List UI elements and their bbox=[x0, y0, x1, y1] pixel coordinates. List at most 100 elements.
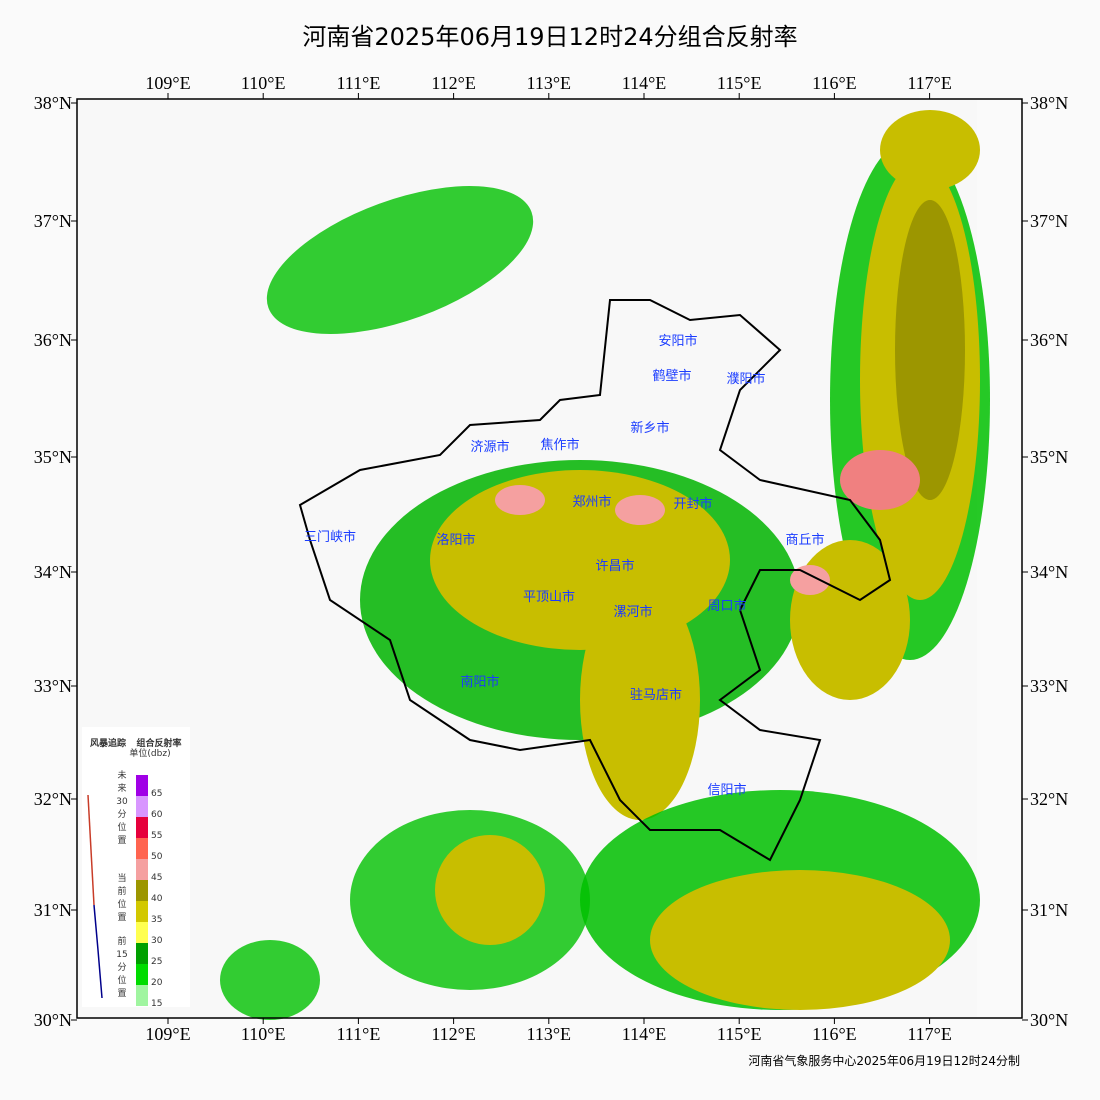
track-label: 置 bbox=[117, 912, 126, 923]
title: 河南省2025年06月19日12时24分组合反射率 bbox=[302, 23, 797, 51]
track-past bbox=[93, 904, 103, 999]
lat-label: 30°N bbox=[34, 1010, 72, 1030]
legend-swatch bbox=[136, 859, 148, 880]
legend-swatch bbox=[136, 943, 148, 964]
lat-label: 37°N bbox=[34, 211, 72, 231]
lon-label: 114°E bbox=[622, 73, 667, 93]
legend-level: 30 bbox=[151, 936, 163, 946]
lon-label: 113°E bbox=[527, 1024, 572, 1044]
track-label: 置 bbox=[117, 835, 126, 846]
legend-level: 25 bbox=[151, 957, 162, 967]
lat-label: 34°N bbox=[34, 562, 72, 582]
legend-level: 45 bbox=[151, 873, 162, 883]
track-label: 前 bbox=[117, 885, 126, 897]
legend: 风暴追踪 组合反射率单位(dbz)未来30分位置当前位置前15分位置6560555… bbox=[82, 727, 190, 1009]
city-label: 洛阳市 bbox=[436, 532, 475, 548]
province-boundary bbox=[298, 299, 892, 862]
legend-swatch bbox=[136, 964, 148, 985]
city-label: 许昌市 bbox=[595, 558, 634, 574]
lon-label: 111°E bbox=[336, 73, 380, 93]
city-label: 开封市 bbox=[673, 496, 712, 512]
city-label: 漯河市 bbox=[613, 604, 652, 620]
city-label: 驻马店市 bbox=[630, 687, 682, 703]
lon-label: 111°E bbox=[336, 1024, 380, 1044]
lat-label: 35°N bbox=[1030, 447, 1068, 467]
legend-level: 50 bbox=[151, 852, 163, 862]
lon-label: 109°E bbox=[145, 1024, 190, 1044]
track-label: 位 bbox=[117, 821, 126, 833]
lat-label: 36°N bbox=[1030, 330, 1068, 350]
footer: 河南省气象服务中心2025年06月19日12时24分制 bbox=[748, 1053, 1020, 1068]
city-label: 南阳市 bbox=[460, 674, 499, 690]
city-label: 鹤壁市 bbox=[652, 368, 691, 384]
track-label: 分 bbox=[117, 962, 126, 973]
track-label: 前 bbox=[117, 935, 126, 947]
lon-label: 116°E bbox=[812, 73, 857, 93]
lat-label: 34°N bbox=[1030, 562, 1068, 582]
legend-level: 55 bbox=[151, 831, 162, 841]
lon-label: 113°E bbox=[527, 73, 572, 93]
lat-label: 38°N bbox=[34, 93, 72, 113]
lon-label: 115°E bbox=[717, 1024, 762, 1044]
legend-swatch bbox=[136, 985, 148, 1006]
city-label: 新乡市 bbox=[630, 420, 669, 436]
lon-label: 112°E bbox=[431, 1024, 476, 1044]
track-label: 位 bbox=[117, 974, 126, 986]
lat-label: 33°N bbox=[1030, 676, 1068, 696]
legend-swatch bbox=[136, 817, 148, 838]
city-label: 焦作市 bbox=[540, 437, 579, 453]
radar-echoes bbox=[78, 100, 1021, 1020]
legend-title: 组合反射率 bbox=[136, 737, 181, 749]
lat-label: 36°N bbox=[34, 330, 72, 350]
lon-label: 117°E bbox=[907, 1024, 952, 1044]
lat-label: 30°N bbox=[1030, 1010, 1068, 1030]
legend-unit: 单位(dbz) bbox=[129, 747, 170, 759]
lon-label: 114°E bbox=[622, 1024, 667, 1044]
track-label: 当 bbox=[117, 872, 126, 884]
city-label: 平顶山市 bbox=[523, 589, 575, 605]
lat-label: 32°N bbox=[34, 789, 72, 809]
track-future bbox=[87, 794, 95, 906]
track-label: 15 bbox=[116, 950, 127, 960]
track-label: 位 bbox=[117, 898, 126, 910]
legend-level: 15 bbox=[151, 999, 162, 1009]
lon-label: 110°E bbox=[241, 73, 286, 93]
city-label: 安阳市 bbox=[658, 333, 697, 349]
lat-label: 38°N bbox=[1030, 93, 1068, 113]
track-label: 分 bbox=[117, 809, 126, 820]
track-label: 来 bbox=[117, 783, 126, 794]
lat-label: 37°N bbox=[1030, 211, 1068, 231]
lat-label: 31°N bbox=[1030, 900, 1068, 920]
track-label: 置 bbox=[117, 988, 126, 999]
lon-label: 117°E bbox=[907, 73, 952, 93]
legend-swatch bbox=[136, 838, 148, 859]
legend-level: 65 bbox=[151, 789, 162, 799]
legend-swatch bbox=[136, 922, 148, 943]
legend-title: 风暴追踪 bbox=[90, 737, 126, 749]
lat-label: 31°N bbox=[34, 900, 72, 920]
legend-level: 35 bbox=[151, 915, 162, 925]
lat-label: 33°N bbox=[34, 676, 72, 696]
city-label: 济源市 bbox=[470, 439, 509, 455]
legend-swatch bbox=[136, 901, 148, 922]
city-label: 周口市 bbox=[707, 598, 746, 614]
city-label: 郑州市 bbox=[572, 494, 611, 510]
track-label: 未 bbox=[117, 769, 126, 781]
city-label: 濮阳市 bbox=[726, 371, 765, 387]
lon-label: 110°E bbox=[241, 1024, 286, 1044]
city-label: 三门峡市 bbox=[304, 529, 356, 545]
lat-label: 35°N bbox=[34, 447, 72, 467]
city-label: 商丘市 bbox=[785, 532, 824, 548]
legend-level: 40 bbox=[151, 894, 163, 904]
lon-label: 115°E bbox=[717, 73, 762, 93]
lon-label: 109°E bbox=[145, 73, 190, 93]
lon-label: 112°E bbox=[431, 73, 476, 93]
legend-level: 20 bbox=[151, 978, 163, 988]
legend-level: 60 bbox=[151, 810, 163, 820]
map-frame bbox=[76, 98, 1023, 1019]
track-label: 30 bbox=[116, 797, 128, 807]
legend-swatch bbox=[136, 880, 148, 901]
lon-label: 116°E bbox=[812, 1024, 857, 1044]
legend-swatch bbox=[136, 775, 148, 796]
